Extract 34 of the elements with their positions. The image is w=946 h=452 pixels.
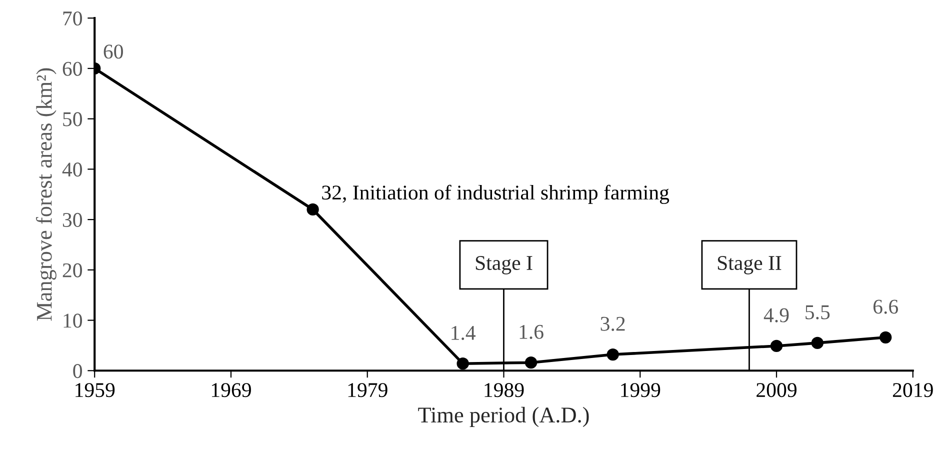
data-label: 5.5 xyxy=(806,305,830,320)
y-tick-label: 70 xyxy=(63,11,82,26)
y-tick-label: 10 xyxy=(64,314,82,328)
data-label: 3.2 xyxy=(600,316,625,331)
ref-line-label: Stage I xyxy=(476,256,532,274)
point xyxy=(456,358,469,370)
y-tick-label: 30 xyxy=(62,212,82,227)
ref-line-label: Stage II xyxy=(718,256,782,274)
y-tick-label: 20 xyxy=(62,263,82,278)
point xyxy=(606,348,619,361)
x-tick-label: 1989 xyxy=(484,383,524,398)
x-axis-title: Time period (A.D.) xyxy=(418,406,589,428)
y-tick-label: 50 xyxy=(63,112,82,126)
data-label: 60 xyxy=(104,44,123,59)
x-tick-label: 2019 xyxy=(892,383,933,398)
data-label: 1.6 xyxy=(520,324,544,339)
y-axis-title: Mangrove forest areas (km²) xyxy=(36,68,56,321)
point xyxy=(306,203,319,216)
x-tick-label: 2009 xyxy=(756,383,796,398)
x-tick-label: 1999 xyxy=(621,383,660,398)
x-tick-label: 1969 xyxy=(212,383,251,398)
y-tick-label: 0 xyxy=(73,364,82,378)
data-label: 4.9 xyxy=(764,308,789,322)
x-tick-label: 1959 xyxy=(76,383,115,398)
data-label: 6.6 xyxy=(873,300,898,314)
y-tick-label: 40 xyxy=(62,162,82,177)
point xyxy=(770,340,783,352)
y-tick-label: 60 xyxy=(62,62,82,76)
x-tick-label: 1979 xyxy=(348,383,388,398)
data-label: 1.4 xyxy=(452,326,476,340)
point xyxy=(524,356,538,369)
point xyxy=(811,336,824,350)
data-label: 32, Initiation of industrial shrimp farming xyxy=(322,184,670,204)
point xyxy=(880,331,892,344)
